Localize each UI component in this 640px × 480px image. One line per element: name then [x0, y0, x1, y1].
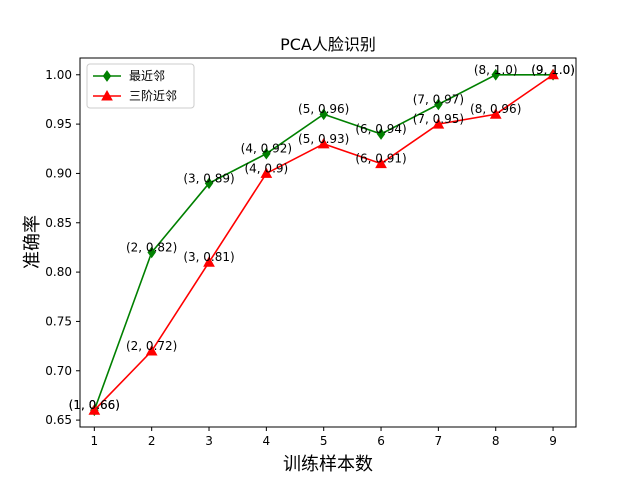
data-point — [145, 344, 158, 356]
y-tick-label: 0.80 — [45, 265, 72, 279]
legend-box — [86, 63, 195, 109]
data-label: (7, 0.97) — [413, 92, 464, 106]
x-tick-label: 3 — [205, 434, 213, 448]
x-tick-label: 5 — [320, 434, 328, 448]
legend-marker — [102, 70, 112, 82]
data-label: (1, 0.66) — [69, 398, 120, 412]
data-label: (3, 0.81) — [183, 250, 234, 264]
y-axis-ticks: 0.65 0.70 0.75 0.80 0.85 0.90 0.95 1.00 — [45, 68, 80, 427]
x-tick-label: 6 — [377, 434, 385, 448]
x-tick-label: 2 — [148, 434, 156, 448]
data-label: (3, 0.89) — [183, 171, 234, 185]
series-2: (1, 0.66) (2, 0.72) (3, 0.81) (4, 0.9) (5, 0… — [69, 63, 575, 415]
series-layer: (1, 0.66) (2, 0.82) (3, 0.89) (4, 0.92) (5, … — [69, 63, 575, 417]
data-point — [319, 108, 328, 121]
data-point — [147, 246, 156, 259]
data-point — [432, 118, 445, 129]
y-tick-label: 1.00 — [45, 68, 72, 82]
y-axis-title: 准确率 — [22, 215, 43, 269]
y-tick-label: 0.70 — [45, 364, 72, 378]
y-tick-label: 0.65 — [45, 413, 72, 427]
data-label: (2, 0.72) — [126, 339, 177, 353]
data-label: (6, 0.94) — [355, 122, 406, 136]
data-point — [376, 128, 386, 140]
data-label: (7, 0.95) — [413, 112, 464, 126]
data-point — [375, 157, 387, 169]
data-label: (5, 0.96) — [298, 102, 349, 116]
legend-marker — [101, 89, 113, 101]
y-tick-label: 0.75 — [45, 314, 72, 328]
data-point — [88, 404, 101, 415]
x-axis-ticks: 1 2 3 4 5 6 7 8 9 — [91, 427, 557, 448]
data-label: (8, 1.0) — [474, 63, 518, 77]
data-point — [204, 177, 214, 190]
y-tick-label: 0.85 — [45, 216, 72, 230]
x-tick-label: 7 — [435, 434, 443, 448]
data-label: (9, 1.0) — [531, 63, 575, 77]
data-point — [317, 137, 330, 149]
plot-area — [79, 57, 577, 428]
data-point — [491, 68, 500, 81]
legend-label: 最近邻 — [129, 69, 165, 83]
y-tick-label: 0.90 — [45, 166, 72, 180]
data-label: (2, 0.82) — [126, 240, 177, 254]
x-tick-label: 4 — [263, 434, 271, 448]
legend-item: 最近邻 — [93, 69, 165, 83]
data-point — [489, 108, 502, 119]
data-label: (4, 0.92) — [241, 142, 292, 156]
data-label: (6, 0.91) — [355, 152, 406, 166]
x-tick-label: 9 — [549, 434, 557, 448]
x-tick-label: 8 — [492, 434, 500, 448]
data-label: (4, 0.9) — [244, 161, 288, 175]
data-point — [203, 256, 215, 267]
data-point — [260, 167, 273, 178]
legend-item: 三阶近邻 — [93, 89, 177, 103]
data-label: (8, 0.96) — [470, 102, 521, 116]
legend-label: 三阶近邻 — [129, 89, 177, 103]
chart-title: PCA人脸识别 — [280, 35, 376, 54]
x-tick-label: 1 — [91, 434, 99, 448]
x-axis-title: 训练样本数 — [283, 454, 373, 475]
data-point — [547, 68, 559, 80]
data-point — [262, 147, 271, 160]
y-tick-label: 0.95 — [45, 117, 72, 131]
data-label: (5, 0.93) — [298, 132, 349, 146]
data-point — [434, 98, 443, 111]
